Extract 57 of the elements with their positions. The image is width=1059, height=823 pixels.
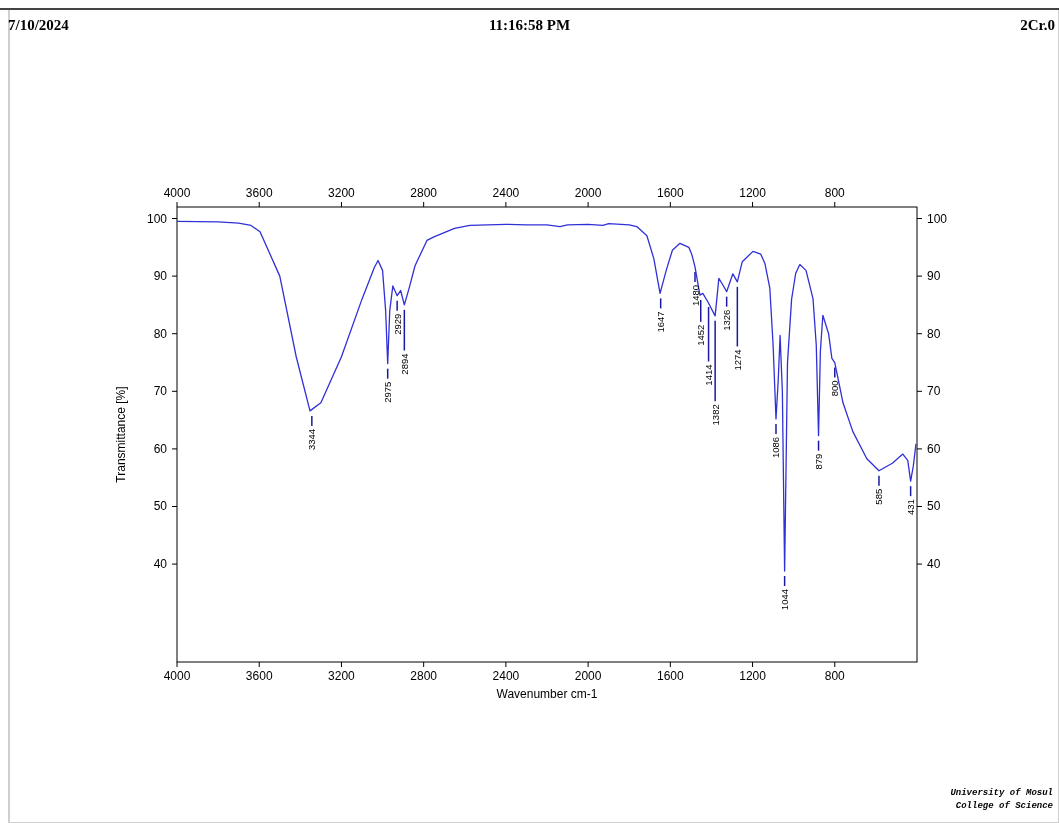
text: College of Science [955,801,1054,811]
annotation: 3344 [306,428,318,451]
x-tick-label: 1600 [656,186,684,200]
y-tick-label: 50 [153,499,168,514]
x2-tick-label: 1600 [656,669,684,683]
x-tick-label: 1200 [739,186,767,200]
text: 7/10/2024 [8,17,70,33]
annotation: 2929 [391,313,403,335]
y2-tick-label: 40 [927,557,941,572]
x2-tick-label: 2800 [410,669,438,683]
y2-tick-label: 50 [927,499,941,514]
y2-tick-label: 90 [927,269,941,284]
annotation: 879 [813,453,825,470]
annotation: 1647 [655,311,667,333]
x-tick-label: 800 [824,186,846,200]
y-axis-title: Transmittance [%] [114,386,128,483]
text: 11:16:58 PM [488,17,571,33]
annotation: 1480 [689,284,701,307]
annotation: 2975 [382,381,394,403]
annotation: 1414 [703,364,715,386]
annotation: 1452 [695,324,707,346]
annotation: 1274 [731,349,743,371]
x2-tick-label: 2000 [574,669,602,683]
x2-tick-label: 1200 [739,669,767,683]
y-tick-label: 80 [153,326,168,341]
x2-tick-label: 3600 [245,669,273,683]
y2-tick-label: 70 [927,384,941,399]
y-tick-label: 90 [153,269,168,284]
annotation: 1326 [721,309,733,331]
annotation: 1044 [779,589,791,611]
x2-tick-label: 800 [824,669,846,683]
annotation: 1382 [709,404,721,426]
x-tick-label: 3600 [245,186,273,200]
x2-tick-label: 3200 [328,669,356,683]
annotation: 431 [905,499,917,516]
annotation: 585 [873,488,885,505]
y2-tick-label: 60 [927,441,941,456]
x-tick-label: 4000 [163,186,191,200]
x2-tick-label: 4000 [163,669,191,683]
y-tick-label: 70 [153,384,168,399]
text: 2Cr.0 [1020,17,1055,33]
x2-tick-label: 2400 [492,669,520,683]
x-tick-label: 2000 [574,186,602,200]
y-tick-label: 40 [153,557,168,572]
x-tick-label: 3200 [328,186,356,200]
annotation: 1086 [770,436,782,459]
annotation: 800 [829,380,841,397]
line-series [177,220,917,572]
y-tick-label: 60 [153,441,168,456]
y2-tick-label: 80 [927,326,941,341]
annotation: 2894 [398,353,410,375]
x-tick-label: 2800 [410,186,438,200]
y-tick-label: 100 [146,211,168,226]
x-axis-title: Wavenumber cm-1 [496,687,598,701]
x-tick-label: 2400 [492,186,520,200]
text: University of Mosul [950,788,1053,798]
y2-tick-label: 100 [927,211,948,226]
